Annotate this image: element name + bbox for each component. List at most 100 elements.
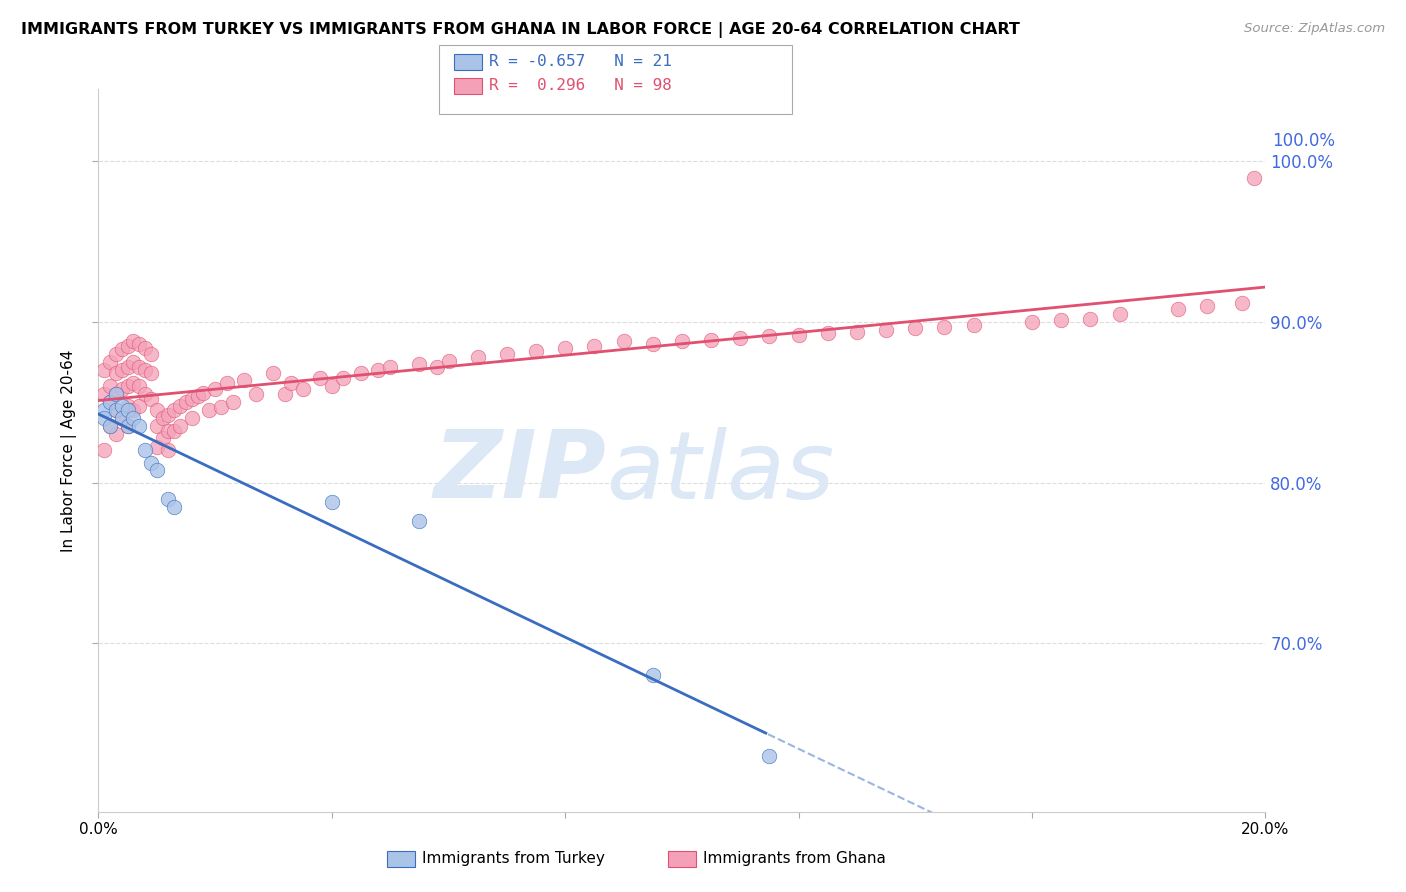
- Point: [104, 403, 127, 417]
- Point: [117, 419, 139, 434]
- Text: R =  0.296   N = 98: R = 0.296 N = 98: [489, 78, 672, 93]
- Point: [1050, 313, 1073, 327]
- Point: [146, 463, 169, 477]
- Point: [758, 748, 780, 763]
- Point: [221, 395, 243, 409]
- Point: [1243, 170, 1265, 185]
- Point: [367, 363, 389, 377]
- Point: [758, 329, 780, 343]
- Point: [111, 411, 134, 425]
- Point: [215, 376, 238, 390]
- Point: [157, 443, 180, 458]
- Point: [139, 347, 162, 361]
- Point: [104, 387, 127, 401]
- Point: [122, 403, 145, 417]
- Point: [134, 341, 156, 355]
- Point: [380, 359, 402, 374]
- Point: [193, 385, 215, 400]
- Point: [169, 399, 191, 413]
- Point: [111, 363, 134, 377]
- Point: [1108, 307, 1130, 321]
- Point: [93, 363, 115, 377]
- Point: [198, 403, 221, 417]
- Point: [1230, 295, 1253, 310]
- Point: [146, 440, 169, 454]
- Point: [180, 392, 202, 406]
- Point: [139, 456, 162, 470]
- Point: [524, 343, 547, 358]
- Point: [122, 355, 145, 369]
- Point: [612, 334, 634, 349]
- Text: IMMIGRANTS FROM TURKEY VS IMMIGRANTS FROM GHANA IN LABOR FORCE | AGE 20-64 CORRE: IMMIGRANTS FROM TURKEY VS IMMIGRANTS FRO…: [21, 22, 1019, 38]
- Point: [111, 383, 134, 397]
- Point: [787, 327, 810, 342]
- Point: [122, 411, 145, 425]
- Point: [93, 387, 115, 401]
- Point: [169, 419, 191, 434]
- Point: [111, 411, 134, 425]
- Point: [157, 491, 180, 506]
- Point: [128, 419, 150, 434]
- Point: [152, 431, 174, 445]
- Point: [117, 399, 139, 413]
- Point: [309, 371, 332, 385]
- Point: [233, 373, 256, 387]
- Point: [134, 363, 156, 377]
- Point: [875, 323, 897, 337]
- Point: [98, 419, 121, 434]
- Point: [700, 333, 723, 347]
- Point: [187, 389, 209, 403]
- Y-axis label: In Labor Force | Age 20-64: In Labor Force | Age 20-64: [60, 350, 77, 551]
- Point: [98, 419, 121, 434]
- Point: [163, 500, 186, 514]
- Point: [321, 379, 343, 393]
- Point: [846, 325, 869, 339]
- Point: [152, 411, 174, 425]
- Point: [1167, 302, 1189, 317]
- Point: [117, 419, 139, 434]
- Point: [209, 400, 232, 414]
- Point: [104, 427, 127, 442]
- Point: [122, 376, 145, 390]
- Point: [98, 395, 121, 409]
- Point: [730, 331, 752, 345]
- Point: [671, 334, 693, 349]
- Text: R = -0.657   N = 21: R = -0.657 N = 21: [489, 54, 672, 70]
- Point: [157, 408, 180, 422]
- Point: [163, 424, 186, 438]
- Point: [93, 411, 115, 425]
- Point: [117, 339, 139, 353]
- Point: [117, 379, 139, 393]
- Point: [262, 367, 284, 381]
- Point: [146, 419, 169, 434]
- Point: [93, 443, 115, 458]
- Point: [122, 334, 145, 349]
- Point: [962, 318, 984, 333]
- Point: [1021, 315, 1043, 329]
- Point: [104, 347, 127, 361]
- Point: [128, 359, 150, 374]
- Point: [408, 514, 430, 528]
- Point: [332, 371, 354, 385]
- Point: [104, 387, 127, 401]
- Point: [111, 343, 134, 357]
- Point: [904, 321, 927, 335]
- Point: [408, 357, 430, 371]
- Text: ZIP: ZIP: [433, 426, 606, 518]
- Point: [157, 424, 180, 438]
- Point: [163, 403, 186, 417]
- Point: [1080, 311, 1102, 326]
- Point: [641, 337, 664, 351]
- Text: Immigrants from Turkey: Immigrants from Turkey: [422, 851, 605, 865]
- Point: [934, 319, 956, 334]
- Point: [291, 383, 314, 397]
- Point: [321, 495, 343, 509]
- Point: [554, 341, 576, 355]
- Point: [496, 347, 519, 361]
- Point: [128, 399, 150, 413]
- Point: [1195, 299, 1218, 313]
- Point: [204, 383, 226, 397]
- Point: [180, 411, 202, 425]
- Point: [104, 403, 127, 417]
- Point: [350, 367, 373, 381]
